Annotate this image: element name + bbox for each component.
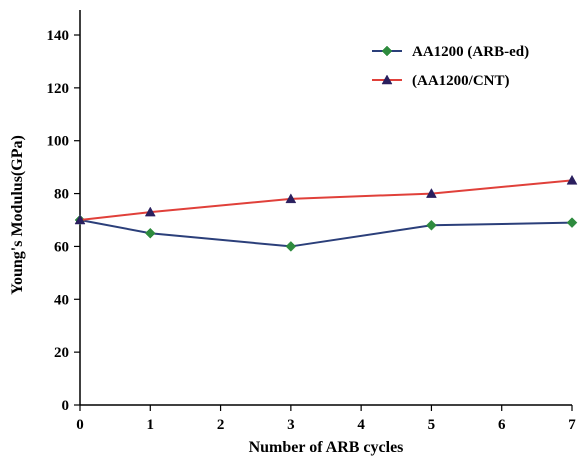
series-2-point: [74, 214, 86, 225]
series-layer: [74, 174, 578, 252]
series-1-point: [144, 227, 156, 239]
legend: AA1200 (ARB-ed) (AA1200/CNT): [372, 44, 529, 89]
y-tick-label: 100: [47, 134, 70, 150]
y-tick-label: 60: [54, 239, 69, 255]
x-tick-label: 4: [357, 417, 365, 433]
x-tick-label: 7: [568, 417, 576, 433]
legend-marker-2: [381, 74, 393, 85]
x-tick-label: 3: [287, 417, 295, 433]
x-tick-label: 6: [498, 417, 506, 433]
y-tick-label: 80: [54, 187, 69, 203]
x-ticks: 0 1 2 3 4 5 6 7: [76, 405, 576, 433]
series-2-point: [426, 188, 437, 198]
y-tick-label: 120: [47, 81, 70, 97]
y-tick-label: 40: [54, 292, 69, 308]
x-tick-label: 1: [147, 417, 155, 433]
x-tick-label: 0: [76, 417, 84, 433]
series-2-point: [566, 174, 578, 185]
y-tick-label: 20: [54, 345, 69, 361]
y-tick-label: 140: [47, 28, 70, 44]
y-axis-title: Young's Modulus(GPa): [9, 135, 26, 295]
x-axis-title: Number of ARB cycles: [249, 439, 404, 456]
x-tick-label: 5: [428, 417, 436, 433]
x-tick-label: 2: [217, 417, 225, 433]
axes: [79, 10, 572, 406]
legend-marker-1: [381, 45, 393, 57]
series-1-point: [426, 219, 437, 231]
series-1-point: [566, 217, 578, 228]
series-2-point: [144, 206, 156, 217]
y-tick-label: 0: [62, 398, 70, 414]
series-2-point: [285, 193, 297, 204]
y-ticks: 0 20 40 60 80 100 120 140: [47, 28, 80, 414]
legend-label-1: AA1200 (ARB-ed): [412, 44, 529, 60]
series-1-point: [285, 241, 297, 252]
legend-label-2: (AA1200/CNT): [412, 73, 510, 89]
